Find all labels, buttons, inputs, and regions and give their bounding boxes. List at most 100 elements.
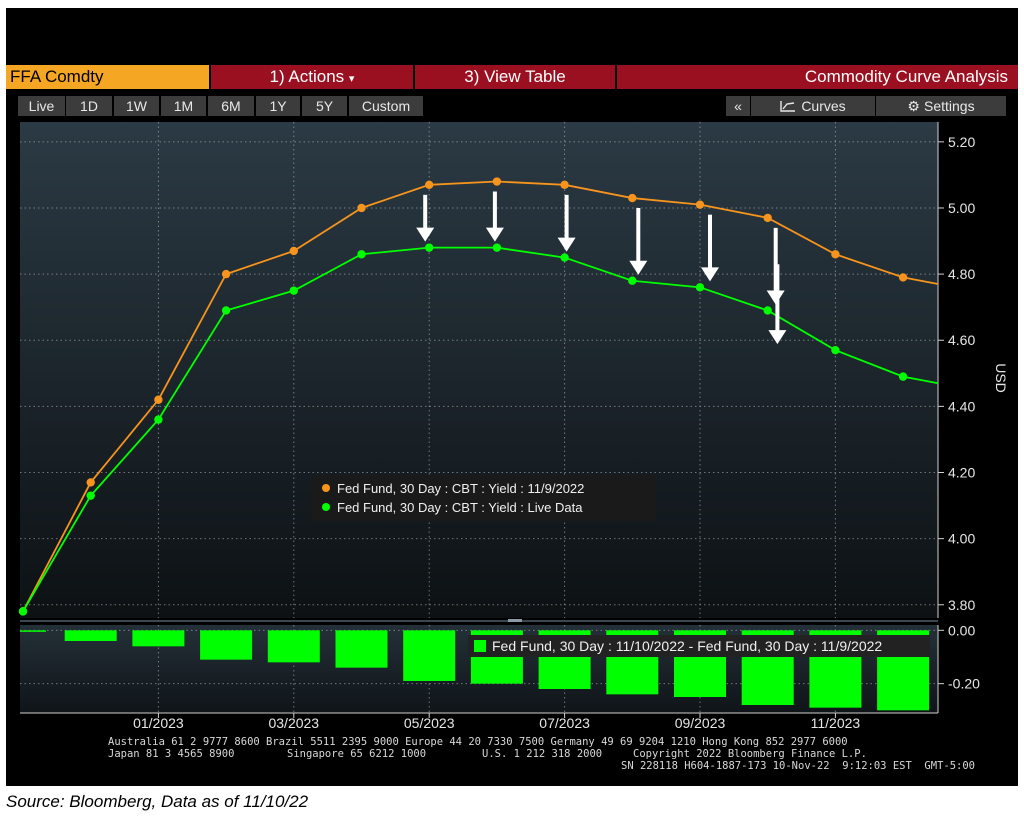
point-11-9-2022 (492, 177, 502, 186)
difference-legend-text: Fed Fund, 30 Day : 11/10/2022 - Fed Fund… (492, 638, 883, 654)
y-tick-label: 3.80 (948, 597, 975, 613)
point-live (695, 283, 705, 292)
point-live (763, 306, 772, 315)
y-tick-label: 4.20 (948, 465, 975, 481)
x-tick-label: 03/2023 (268, 715, 319, 731)
point-11-9-2022 (763, 213, 772, 223)
point-11-9-2022 (628, 193, 637, 203)
arrow-head (416, 227, 435, 242)
sub-y-tick-label: -0.20 (948, 676, 980, 692)
ticker-field[interactable]: FFA Comdty (6, 65, 209, 89)
difference-bar (132, 630, 185, 647)
tab-1y[interactable]: 1Y (256, 96, 300, 116)
legend-entry-11-9-2022: Fed Fund, 30 Day : CBT : Yield : 11/9/20… (322, 480, 584, 498)
chevron-down-icon: ▾ (348, 73, 355, 85)
point-live (357, 250, 366, 259)
footer-line-2c: U.S. 1 212 318 2000 (482, 748, 603, 760)
difference-bar (64, 630, 117, 641)
point-live (628, 276, 637, 285)
y-axis-label: USD (993, 363, 1009, 393)
x-tick-label: 01/2023 (133, 715, 184, 731)
settings-button[interactable]: ⚙ Settings (876, 96, 1006, 116)
actions-label: 1) Actions (269, 67, 345, 86)
view-table-button[interactable]: 3) View Table (415, 65, 615, 89)
settings-label: Settings (923, 98, 975, 114)
collapse-button[interactable]: « (726, 96, 750, 116)
difference-bar (200, 630, 253, 660)
point-11-9-2022 (695, 200, 705, 209)
x-tick-label: 07/2023 (539, 715, 590, 731)
difference-bar (403, 630, 456, 681)
point-live (831, 345, 840, 355)
footer-line-2a: Japan 81 3 4565 8900 (108, 748, 235, 760)
terminal-footer: Australia 61 2 9777 8600 Brazil 5511 239… (6, 735, 1018, 785)
down-arrow-icon (629, 208, 648, 275)
difference-legend: Fed Fund, 30 Day : 11/10/2022 - Fed Fund… (468, 635, 930, 657)
point-11-9-2022 (154, 395, 163, 404)
footer-line-2d: Copyright 2022 Bloomberg Finance L.P. (633, 748, 867, 760)
point-11-9-2022 (560, 180, 569, 190)
splitter-handle[interactable] (508, 619, 522, 622)
difference-bar (335, 630, 388, 668)
tab-1w[interactable]: 1W (114, 96, 159, 116)
legend-text-live: Fed Fund, 30 Day : CBT : Yield : Live Da… (337, 500, 583, 515)
page-title: Commodity Curve Analysis (617, 65, 1018, 89)
x-tick-label: 09/2023 (675, 715, 726, 731)
down-arrow-icon (768, 264, 787, 345)
point-live (86, 491, 95, 500)
curves-button[interactable]: Curves (751, 96, 875, 116)
footer-line-2b: Singapore 65 6212 1000 (287, 748, 427, 760)
footer-line-1: Australia 61 2 9777 8600 Brazil 5511 239… (108, 736, 848, 748)
source-note: Source: Bloomberg, Data as of 11/10/22 (6, 792, 309, 811)
down-arrow-icon (485, 191, 504, 242)
y-tick-label: 5.00 (948, 200, 975, 216)
main-plot-background (20, 122, 938, 618)
down-arrow-icon (557, 194, 576, 252)
actions-menu-button[interactable]: 1) Actions ▾ (211, 65, 413, 89)
down-arrow-icon (701, 214, 719, 282)
down-arrow-icon (416, 194, 435, 242)
y-tick-label: 5.20 (948, 134, 975, 150)
arrow-head (485, 227, 504, 242)
green-dot-icon (322, 503, 330, 511)
point-11-9-2022 (221, 269, 231, 279)
legend-text-11-9-2022: Fed Fund, 30 Day : CBT : Yield : 11/9/20… (337, 481, 585, 496)
green-square-icon (474, 640, 486, 652)
y-tick-label: 4.40 (948, 398, 975, 414)
legend-entry-live: Fed Fund, 30 Day : CBT : Yield : Live Da… (322, 499, 582, 517)
tab-1m[interactable]: 1M (161, 96, 206, 116)
y-tick-label: 4.00 (948, 531, 975, 547)
x-tick-label: 11/2023 (811, 715, 861, 731)
bloomberg-terminal-window: FFA Comdty 1) Actions ▾ 3) View Table Co… (6, 8, 1018, 786)
point-11-9-2022 (357, 203, 366, 213)
tab-1d[interactable]: 1D (66, 96, 112, 116)
point-11-9-2022 (289, 246, 298, 256)
difference-bar (20, 630, 46, 632)
tab-5y[interactable]: 5Y (302, 96, 347, 116)
gear-icon: ⚙ (907, 98, 920, 114)
point-11-9-2022 (898, 273, 908, 282)
tab-live[interactable]: Live (18, 96, 65, 116)
point-live (221, 306, 231, 315)
footer-line-3: SN 228118 H604-1887-173 10-Nov-22 9:12:0… (621, 760, 976, 772)
point-live (425, 243, 434, 252)
tab-custom[interactable]: Custom (349, 96, 423, 116)
point-11-9-2022 (831, 250, 840, 259)
point-11-9-2022 (86, 478, 95, 487)
arrow-head (768, 330, 787, 345)
curves-label: Curves (801, 98, 846, 114)
chart-area: 3.80 4.00 4.20 4.40 4.60 4.80 5.00 5.20 0.00 -0.2… (18, 122, 1009, 731)
point-live (18, 607, 28, 616)
point-live (898, 372, 908, 381)
tab-6m[interactable]: 6M (208, 96, 254, 116)
y-tick-label: 4.60 (948, 332, 975, 348)
point-live (154, 415, 163, 424)
x-tick-label: 05/2023 (404, 715, 455, 731)
curves-icon (780, 101, 796, 112)
point-live (560, 253, 569, 262)
command-bar: FFA Comdty 1) Actions ▾ 3) View Table Co… (6, 65, 1018, 89)
legend[interactable]: Fed Fund, 30 Day : CBT : Yield : 11/9/20… (312, 475, 656, 521)
y-tick-label: 4.80 (948, 266, 975, 282)
point-live (492, 243, 502, 252)
point-live (289, 286, 298, 295)
